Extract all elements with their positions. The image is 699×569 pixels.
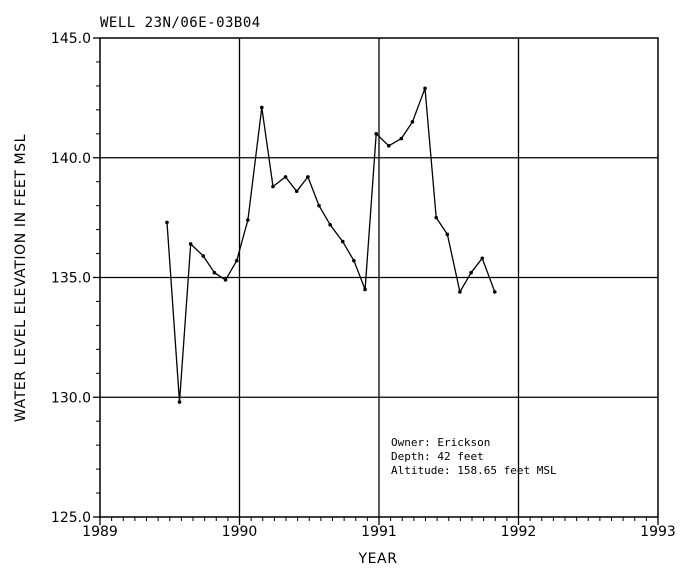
y-tick-label: 125.0 bbox=[51, 510, 91, 526]
data-point bbox=[363, 287, 367, 292]
data-point bbox=[445, 232, 450, 237]
chart-title: WELL 23N/06E-03B04 bbox=[100, 15, 261, 31]
data-point bbox=[212, 270, 217, 275]
data-point bbox=[434, 215, 438, 220]
annotation-depth: Depth: 42 feet bbox=[391, 450, 484, 463]
annotation-altitude: Altitude: 158.65 feet MSL bbox=[391, 464, 557, 477]
x-tick-label: 1993 bbox=[640, 524, 676, 540]
data-point-markers bbox=[165, 86, 497, 404]
y-tick-label: 140.0 bbox=[51, 151, 91, 167]
data-point bbox=[234, 258, 239, 263]
axis-tick-labels: 1989 1990 1991 1992 1993 125.0 130.0 135.0 140.0… bbox=[51, 31, 676, 540]
data-point bbox=[423, 86, 427, 91]
y-tick-label: 145.0 bbox=[51, 31, 91, 47]
data-point bbox=[458, 290, 462, 294]
data-point bbox=[306, 175, 310, 179]
x-tick-label: 1992 bbox=[501, 524, 537, 540]
data-point bbox=[410, 120, 415, 124]
data-point bbox=[340, 239, 345, 244]
data-point bbox=[374, 132, 379, 136]
data-point bbox=[492, 290, 497, 294]
data-point bbox=[201, 254, 206, 258]
data-point bbox=[480, 256, 485, 261]
x-tick-label: 1991 bbox=[361, 524, 397, 540]
y-axis-label: WATER LEVEL ELEVATION IN FEET MSL bbox=[13, 134, 29, 422]
water-level-series-line bbox=[166, 87, 496, 403]
well-info-annotation: Owner: Erickson Depth: 42 feet Altitude:… bbox=[391, 436, 557, 477]
data-point bbox=[223, 278, 228, 282]
data-point bbox=[317, 203, 321, 208]
data-point bbox=[283, 175, 288, 179]
data-point bbox=[177, 400, 182, 404]
data-point bbox=[352, 258, 356, 263]
x-tick-label: 1989 bbox=[82, 524, 118, 540]
data-point bbox=[469, 270, 473, 275]
x-axis-label: YEAR bbox=[357, 551, 397, 567]
data-point bbox=[260, 105, 264, 110]
data-point bbox=[188, 242, 193, 246]
x-tick-label: 1990 bbox=[222, 524, 258, 540]
data-point bbox=[165, 220, 169, 225]
data-point bbox=[294, 189, 299, 194]
grid-lines bbox=[100, 38, 658, 517]
y-tick-label: 130.0 bbox=[51, 390, 91, 406]
data-point bbox=[271, 184, 275, 189]
data-point bbox=[386, 143, 391, 148]
data-point bbox=[246, 218, 250, 222]
axis-ticks bbox=[93, 37, 659, 525]
data-point bbox=[399, 136, 404, 141]
y-tick-label: 135.0 bbox=[51, 271, 91, 287]
annotation-owner: Owner: Erickson bbox=[391, 436, 490, 449]
data-point bbox=[328, 223, 332, 227]
